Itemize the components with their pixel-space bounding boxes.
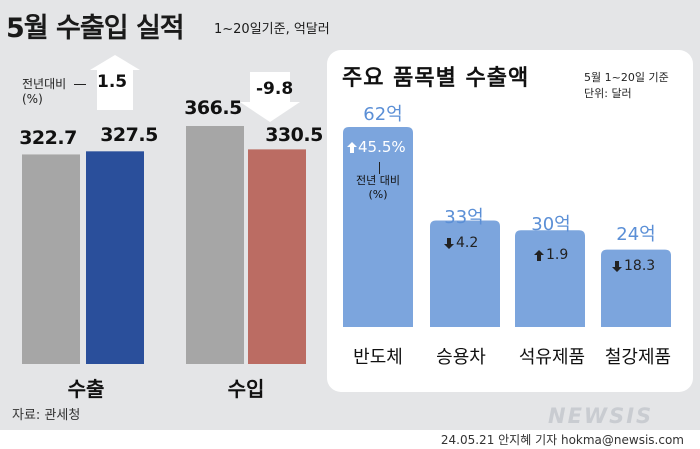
down-arrow-icon — [444, 238, 454, 249]
import-prev-bar — [186, 126, 244, 364]
item-value-label-steel: 24억 — [616, 224, 656, 245]
source-note: 자료: 관세청 — [12, 408, 81, 423]
chart-subtitle: 1~20일기준, 억달러 — [214, 22, 330, 37]
item-change-label-car: 4.2 — [456, 235, 479, 251]
export-prev-value-label: 322.7 — [19, 127, 77, 149]
item-yoy-note-leader — [379, 162, 380, 174]
export-change-label: 1.5 — [97, 72, 128, 92]
import-change-label: -9.8 — [256, 79, 294, 99]
change-note-line1: 전년대비 — [22, 77, 67, 91]
chart-title: 5월 수출입 실적 — [6, 13, 185, 44]
item-yoy-note: 전년 대비 (%) — [343, 174, 413, 202]
item-yoy-note-line2: (%) — [368, 188, 388, 201]
up-arrow-icon — [347, 142, 357, 153]
item-chart-note-unit: 단위: 달러 — [584, 87, 632, 100]
item-chart-note-period: 5월 1~20일 기준 — [584, 71, 669, 84]
import-prev-value-label: 366.5 — [184, 97, 242, 119]
item-chart-title: 주요 품목별 수출액 — [342, 66, 530, 91]
item-value-label-petroleum: 30억 — [531, 214, 571, 235]
item-category-label-semiconductor: 반도체 — [353, 347, 403, 368]
change-note: 전년대비 (%) — [22, 77, 66, 107]
item-category-label-petroleum: 석유제품 — [518, 347, 586, 368]
item-value-label-car: 33억 — [444, 207, 484, 228]
export-prev-bar — [22, 154, 80, 364]
export-category-label: 수출 — [67, 377, 105, 401]
import-category-label: 수입 — [227, 377, 265, 401]
item-category-label-steel: 철강제품 — [604, 347, 672, 368]
up-arrow-icon — [534, 250, 544, 261]
change-note-leader-line — [74, 84, 86, 85]
item-change-label-petroleum: 1.9 — [546, 247, 569, 263]
item-bar-semiconductor — [343, 127, 413, 327]
item-change-label-semiconductor: 45.5% — [358, 138, 406, 156]
down-arrow-icon — [612, 261, 622, 272]
item-category-label-car: 승용차 — [436, 347, 486, 368]
newsis-watermark-logo: NEWSIS — [548, 404, 654, 428]
change-note-line2: (%) — [22, 92, 43, 106]
item-value-label-semiconductor: 62억 — [363, 104, 403, 125]
import-curr-value-label: 330.5 — [265, 124, 323, 146]
item-chart-note: 5월 1~20일 기준 단위: 달러 — [584, 70, 669, 102]
export-up-arrow-icon — [90, 55, 140, 110]
export-curr-value-label: 327.5 — [100, 124, 158, 146]
item-change-label-steel: 18.3 — [624, 258, 656, 274]
import-down-arrow-icon — [240, 72, 300, 122]
import-curr-bar — [248, 149, 306, 364]
credit-line: 24.05.21 안지혜 기자 hokma@newsis.com — [440, 433, 684, 447]
item-yoy-note-line1: 전년 대비 — [356, 174, 400, 187]
export-curr-bar — [86, 151, 144, 364]
item-bar-petroleum — [515, 230, 585, 327]
